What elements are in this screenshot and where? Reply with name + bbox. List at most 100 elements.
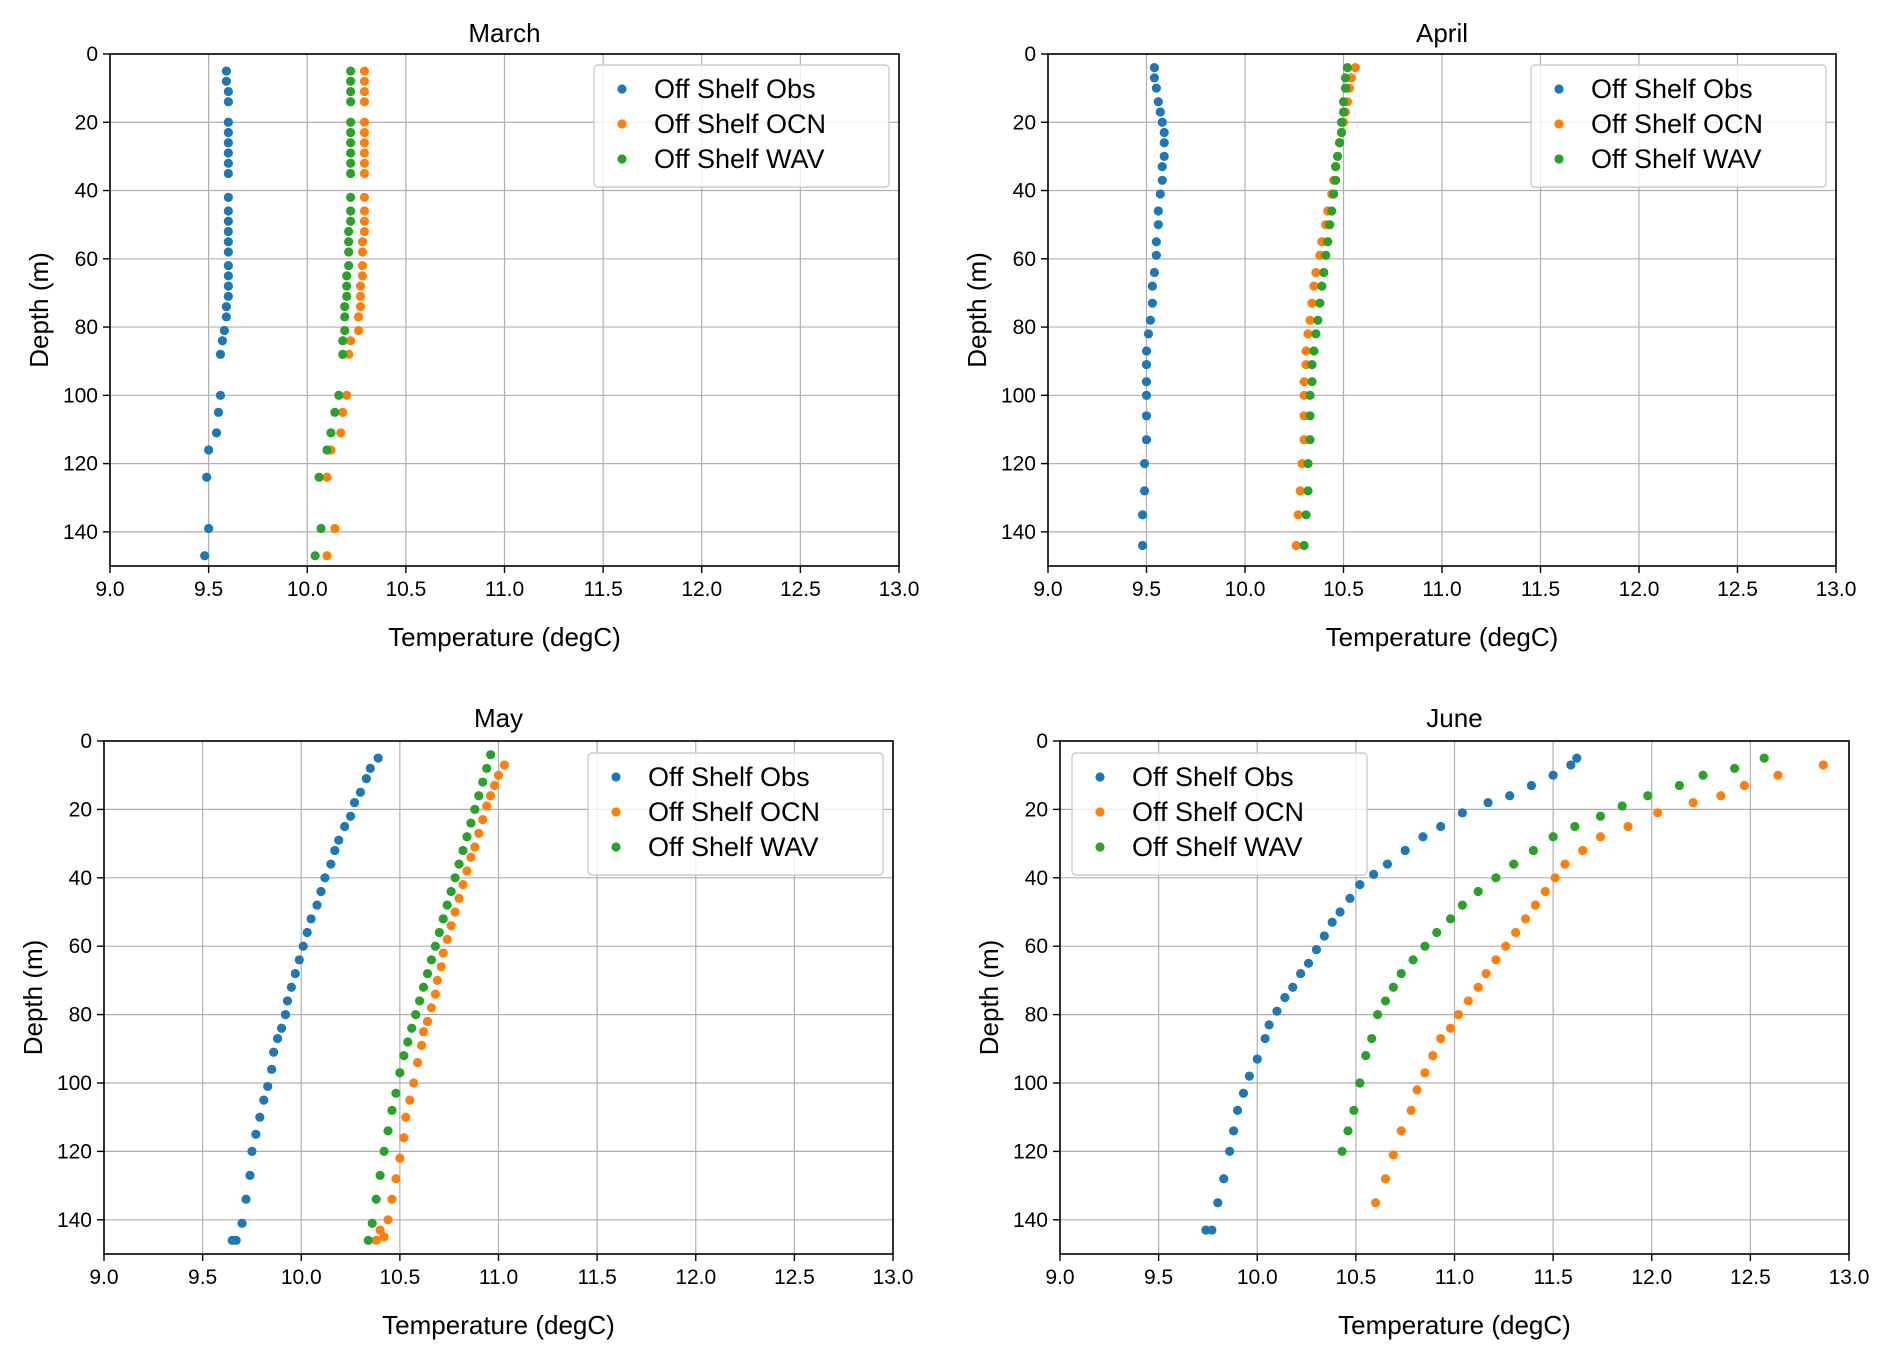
data-point (326, 859, 336, 869)
x-tick-label: 11.5 (577, 1266, 616, 1289)
data-point (223, 206, 233, 216)
data-point (493, 770, 504, 780)
data-point (346, 76, 356, 86)
data-point (458, 880, 468, 890)
data-point (359, 86, 370, 97)
data-point (1325, 220, 1335, 230)
data-point (263, 1081, 273, 1092)
data-point (223, 216, 233, 226)
legend-marker (617, 119, 627, 129)
data-point (1291, 540, 1301, 551)
data-point (1139, 486, 1150, 496)
data-point (215, 349, 226, 359)
data-point (1526, 780, 1537, 791)
data-point (1280, 992, 1290, 1003)
data-point (1759, 753, 1769, 763)
data-point (426, 1003, 437, 1013)
data-point (306, 914, 316, 924)
data-point (355, 291, 366, 301)
y-tick-label: 0 (1036, 730, 1048, 753)
data-point (1238, 1088, 1249, 1098)
y-axis-label: Depth (m) (962, 252, 992, 368)
y-tick-label: 80 (1013, 316, 1036, 339)
data-point (438, 948, 448, 958)
legend-label: Off Shelf WAV (1591, 144, 1762, 174)
data-point (1396, 1126, 1406, 1136)
legend-label: Off Shelf OCN (1591, 109, 1763, 139)
data-point (290, 968, 300, 979)
data-point (213, 407, 224, 417)
data-point (247, 1146, 257, 1156)
x-tick-label: 11.0 (1422, 578, 1461, 601)
data-point (1548, 832, 1558, 842)
data-point (1301, 346, 1311, 356)
data-point (1260, 1033, 1270, 1044)
legend-label: Off Shelf Obs (654, 74, 816, 104)
data-point (395, 1153, 405, 1163)
series-off-shelf-ocn (371, 760, 510, 1245)
data-point (1457, 808, 1467, 818)
data-point (454, 859, 464, 869)
data-point (1213, 1198, 1223, 1208)
data-point (446, 921, 456, 931)
subplot-title: April (1416, 18, 1468, 48)
data-point (375, 1225, 385, 1235)
data-point (1323, 237, 1333, 247)
x-tick-label: 12.0 (675, 1266, 716, 1289)
data-point (359, 216, 370, 226)
data-point (1337, 1146, 1347, 1156)
data-point (1338, 107, 1349, 117)
data-point (1338, 97, 1349, 107)
data-point (1739, 780, 1750, 791)
data-point (1159, 127, 1169, 138)
data-point (346, 216, 356, 226)
data-point (405, 1095, 415, 1105)
data-point (272, 1033, 283, 1044)
data-point (1331, 162, 1341, 172)
data-point (1595, 832, 1606, 842)
data-point (1141, 411, 1152, 421)
data-point (344, 226, 354, 237)
x-tick-label: 11.5 (583, 578, 622, 601)
data-point (1264, 1020, 1274, 1030)
data-point (223, 127, 233, 138)
data-point (1432, 927, 1442, 938)
data-point (442, 900, 452, 910)
data-point (1137, 540, 1148, 551)
data-point (223, 281, 233, 291)
data-point (223, 271, 233, 281)
data-point (489, 780, 500, 791)
data-point (391, 1174, 401, 1184)
data-point (280, 1010, 291, 1020)
subplot-march: March 9.0 9.5 10.0 10.5 11.0 11.5 12.0 12.5 13.0… (24, 18, 919, 652)
data-point (346, 148, 356, 158)
subplot-june: June 9.0 9.5 10.0 10.5 11.0 11.5 12.0 12.5 13.0 0… (974, 703, 1869, 1340)
series-off-shelf-obs (227, 753, 383, 1245)
data-point (1303, 486, 1313, 496)
data-point (365, 763, 375, 773)
data-point (221, 66, 231, 76)
y-tick-label: 140 (63, 521, 98, 544)
data-point (1623, 821, 1633, 832)
subplot-april: April 9.0 9.5 10.0 10.5 11.0 11.5 12.0 12.5 13.0… (962, 18, 1856, 652)
data-point (1716, 791, 1726, 801)
legend-label: Off Shelf OCN (648, 797, 820, 827)
data-point (1153, 220, 1163, 230)
data-point (215, 390, 226, 400)
y-tick-label: 40 (1013, 180, 1036, 203)
x-tick-label: 10.0 (287, 578, 328, 601)
data-point (346, 66, 356, 76)
data-point (1147, 298, 1158, 308)
data-point (286, 982, 296, 992)
y-tick-label: 140 (1013, 1209, 1048, 1232)
data-point (346, 168, 356, 179)
data-point (1528, 845, 1538, 856)
data-point (1141, 377, 1152, 387)
data-point (1321, 250, 1331, 260)
data-point (1481, 968, 1491, 979)
series-off-shelf-wav (310, 66, 356, 561)
data-point (1329, 189, 1339, 199)
legend: Off Shelf Obs Off Shelf OCN Off Shelf WAV (593, 64, 890, 188)
data-point (1155, 189, 1165, 199)
